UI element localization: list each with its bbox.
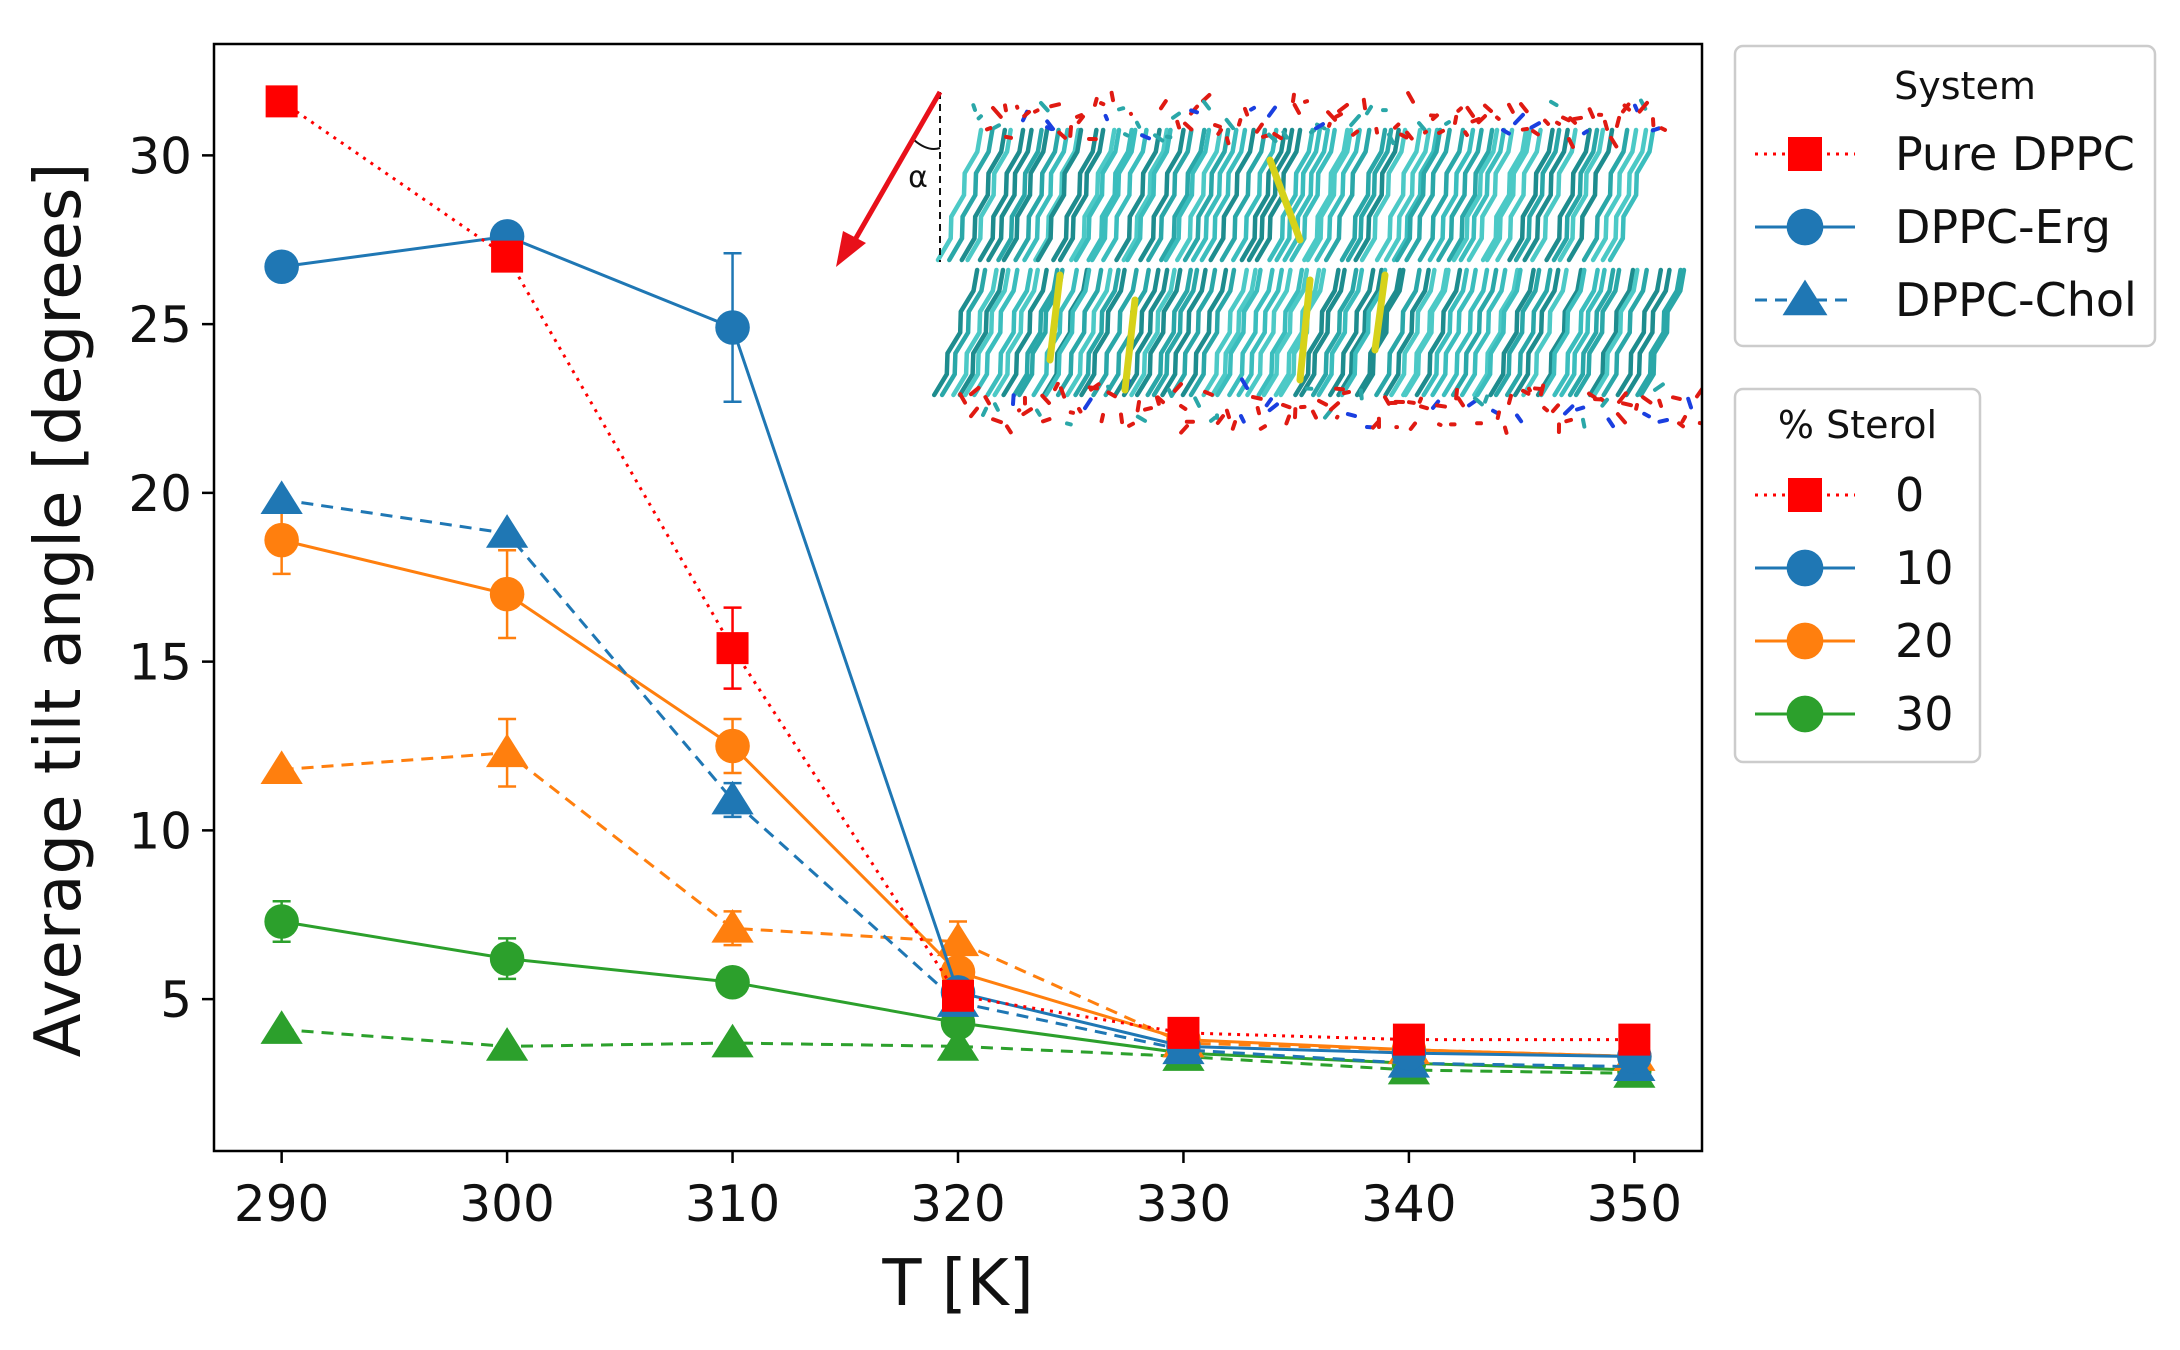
data-point xyxy=(485,514,529,548)
data-point xyxy=(942,979,974,1012)
x-tick-label: 290 xyxy=(234,1175,329,1233)
legend-marker xyxy=(1786,695,1824,733)
x-tick-label: 320 xyxy=(910,1175,1005,1233)
legend-label: Pure DPPC xyxy=(1895,127,2135,181)
legend-entry: DPPC-Erg xyxy=(1755,200,2111,254)
legend-label: DPPC-Chol xyxy=(1895,273,2137,327)
axes-layer: 290 300 310 320 330 340 350 5 10 15 20 25 30 xyxy=(128,42,1704,1233)
data-point xyxy=(264,249,299,285)
y-tick-label: 25 xyxy=(128,296,192,354)
data-point xyxy=(264,904,299,939)
data-point xyxy=(936,922,980,957)
legend-marker xyxy=(1788,137,1822,171)
tilt-arrow-head xyxy=(836,231,866,267)
tilt-arrow xyxy=(849,90,943,247)
y-tick-label: 5 xyxy=(160,971,192,1029)
data-point xyxy=(936,1027,980,1061)
data-point xyxy=(1167,1016,1200,1049)
legend-marker xyxy=(1786,208,1824,246)
data-point xyxy=(489,576,525,612)
data-point xyxy=(711,780,754,815)
y-axis-title: Average tilt angle [degrees] xyxy=(22,163,96,1058)
legend-entry: 10 xyxy=(1755,541,1954,595)
legend-label: 0 xyxy=(1895,468,1924,522)
legend-entry: 0 xyxy=(1755,468,1924,522)
data-point xyxy=(485,733,529,768)
data-point xyxy=(711,1023,754,1058)
data-point xyxy=(489,941,525,976)
data-point xyxy=(265,85,298,118)
data-point xyxy=(716,632,749,665)
legend-marker xyxy=(1786,549,1824,587)
legend-label: 20 xyxy=(1895,614,1954,668)
data-point xyxy=(485,1027,529,1061)
data-point xyxy=(260,1010,303,1044)
legend-label: DPPC-Erg xyxy=(1895,200,2111,254)
data-point xyxy=(715,310,750,345)
y-tick-label: 30 xyxy=(128,127,192,185)
data-point xyxy=(1618,1023,1651,1056)
legend-system: System Pure DPPC DPPC-Erg DPPC-Chol xyxy=(1733,44,2157,348)
x-tick-label: 340 xyxy=(1361,1175,1456,1233)
data-point xyxy=(1392,1023,1425,1056)
legend-marker xyxy=(1786,622,1824,660)
legend-marker xyxy=(1788,478,1822,512)
x-tick-label: 330 xyxy=(1136,1175,1231,1233)
x-axis-title: T [K] xyxy=(881,1247,1033,1321)
legend-title: System xyxy=(1894,64,2036,108)
legend-label: 10 xyxy=(1895,541,1954,595)
legend-title: % Sterol xyxy=(1778,403,1937,447)
alpha-label: α xyxy=(908,160,928,195)
series-pure-dppc-0 xyxy=(265,85,1651,1056)
legend-box xyxy=(1733,44,2157,348)
data-point xyxy=(715,964,750,1000)
bilayer-image xyxy=(931,90,1702,435)
y-tick-label: 20 xyxy=(128,465,192,523)
legend-sterol: % Sterol 0 10 20 30 xyxy=(1733,387,1982,764)
legend-entry: DPPC-Chol xyxy=(1755,273,2137,327)
data-point xyxy=(715,728,750,764)
data-point xyxy=(260,750,303,785)
tilt-angle-arc xyxy=(913,139,941,150)
series-layer xyxy=(260,85,1656,1088)
y-tick-label: 10 xyxy=(128,802,192,860)
legend-label: 30 xyxy=(1895,687,1954,741)
legend-entry: Pure DPPC xyxy=(1755,127,2135,181)
legend-entry: 30 xyxy=(1755,687,1954,741)
data-point xyxy=(264,522,299,558)
x-tick-label: 300 xyxy=(459,1175,554,1233)
legend-marker xyxy=(1782,279,1828,316)
x-tick-label: 310 xyxy=(685,1175,780,1233)
y-tick-label: 15 xyxy=(128,634,192,692)
data-point xyxy=(491,240,524,273)
data-point xyxy=(260,480,303,515)
bilayer-inset: α xyxy=(836,90,1702,435)
x-tick-label: 350 xyxy=(1587,1175,1682,1233)
data-point xyxy=(711,909,754,943)
legend-layer: System Pure DPPC DPPC-Erg DPPC-Chol % Sterol… xyxy=(1733,44,2157,764)
legend-entry: 20 xyxy=(1755,614,1954,668)
